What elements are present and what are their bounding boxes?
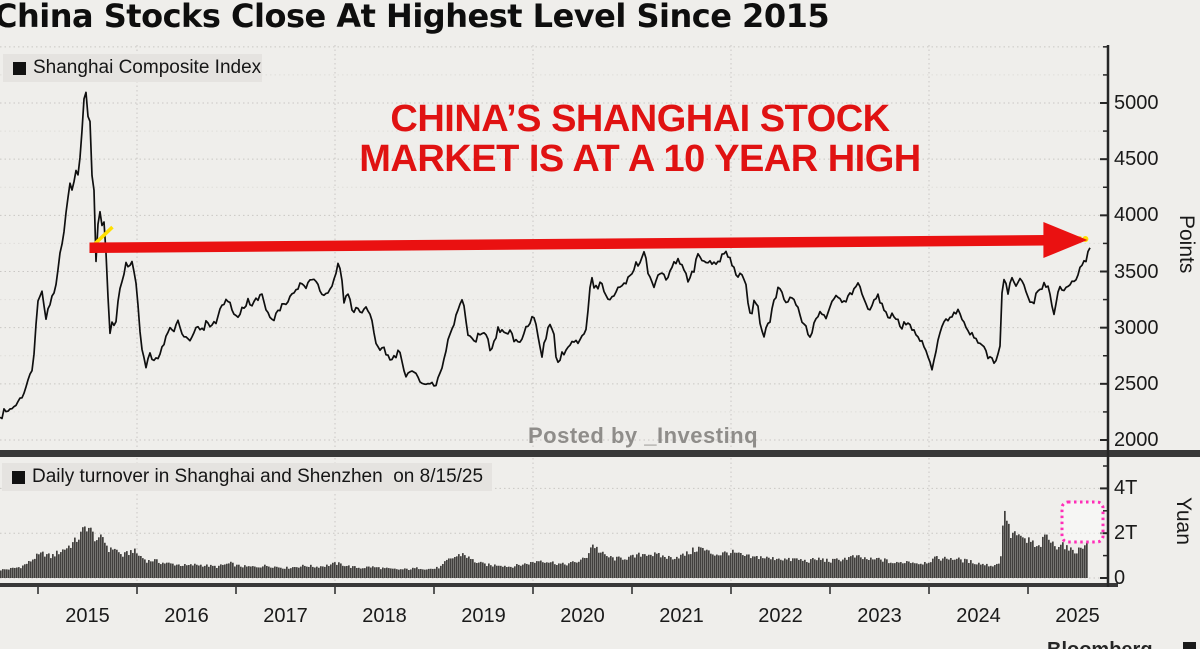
watermark: Posted by _Investinq bbox=[528, 423, 759, 448]
points-axis-tick-label: 2000 bbox=[1114, 429, 1159, 451]
legend-label: Shanghai Composite Index bbox=[33, 57, 262, 78]
bloomberg-logo-icon bbox=[1182, 642, 1196, 649]
x-axis-year-label: 2015 bbox=[65, 605, 110, 627]
x-axis-year-label: 2018 bbox=[362, 605, 407, 627]
x-axis-year-label: 2017 bbox=[263, 605, 308, 627]
x-axis-year-label: 2016 bbox=[164, 605, 209, 627]
annotation-line-1: CHINA’S SHANGHAI STOCK bbox=[390, 98, 890, 140]
x-axis-year-label: 2019 bbox=[461, 605, 506, 627]
annotation-line-2: MARKET IS AT A 10 YEAR HIGH bbox=[359, 138, 921, 180]
points-axis-tick-label: 4000 bbox=[1114, 204, 1159, 227]
x-axis-year-label: 2022 bbox=[758, 605, 803, 627]
y-axis-title-yuan: Yuan bbox=[1172, 497, 1195, 545]
page-title: China Stocks Close At Highest Level Sinc… bbox=[0, 0, 830, 35]
source-attribution: Bloomberg bbox=[1047, 639, 1196, 649]
annotation-highlight-text: CHINA’S SHANGHAI STOCK MARKET IS AT A 10… bbox=[340, 99, 940, 179]
points-axis-tick-label: 2500 bbox=[1114, 372, 1159, 395]
points-axis-tick-label: 3500 bbox=[1114, 260, 1159, 283]
x-axis-year-label: 2023 bbox=[857, 605, 902, 627]
x-axis-year-label: 2020 bbox=[560, 605, 605, 627]
attribution-text: Bloomberg bbox=[1047, 639, 1153, 649]
x-axis-year-label: 2021 bbox=[659, 605, 704, 627]
points-axis-tick-label: 3000 bbox=[1114, 316, 1159, 339]
legend-label: Daily turnover in Shanghai and Shenzhen … bbox=[32, 466, 484, 487]
yuan-axis-tick-label: 0 bbox=[1114, 567, 1126, 589]
y-axis-title-points: Points bbox=[1175, 215, 1198, 274]
legend-swatch-icon bbox=[13, 61, 26, 75]
yuan-axis-tick-label: 4T bbox=[1114, 477, 1138, 500]
yuan-axis-tick-label: 2T bbox=[1114, 522, 1138, 545]
legend-swatch-icon bbox=[12, 470, 25, 484]
legend-shanghai-composite: Shanghai Composite Index bbox=[3, 54, 262, 82]
x-axis-year-label: 2025 bbox=[1055, 605, 1100, 627]
x-axis-year-label: 2024 bbox=[956, 605, 1001, 627]
legend-daily-turnover: Daily turnover in Shanghai and Shenzhen … bbox=[2, 463, 492, 491]
points-axis-tick-label: 4500 bbox=[1114, 148, 1159, 171]
points-axis-tick-label: 5000 bbox=[1114, 92, 1159, 114]
